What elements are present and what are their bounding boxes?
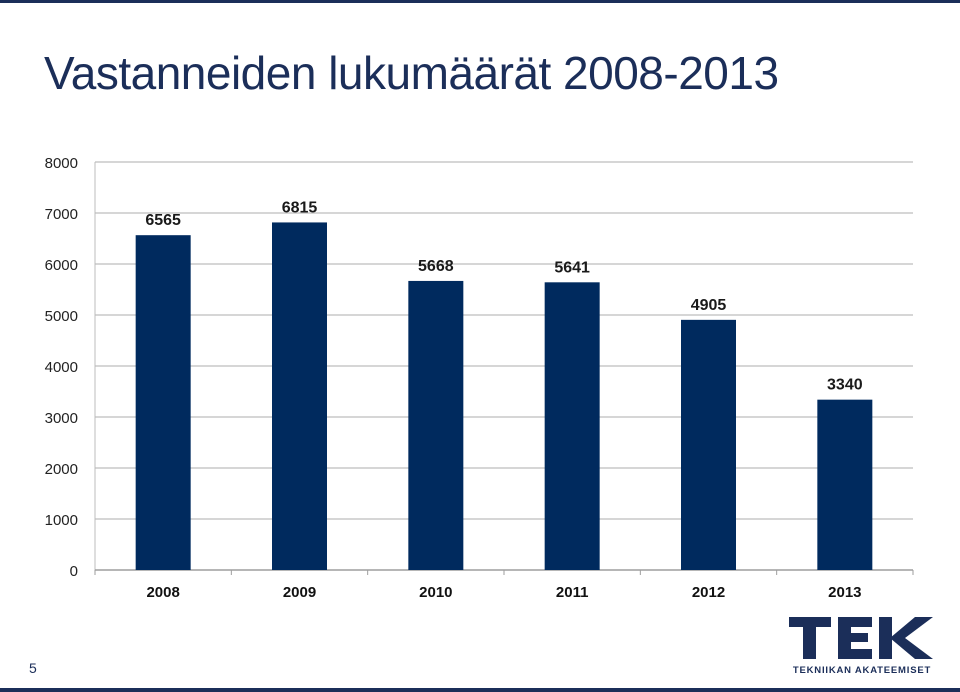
data-label: 5668	[418, 258, 454, 275]
bar-chart: 0 1000 2000 3000 4000 5000 6000 7000 8000 6565 200…	[45, 155, 914, 601]
bar	[544, 282, 600, 570]
bottom-rule	[0, 688, 960, 692]
data-label: 6565	[145, 212, 181, 229]
x-tick-label: 2008	[146, 584, 179, 601]
y-tick-label: 5000	[45, 308, 78, 325]
bar	[272, 222, 327, 570]
tek-wordmark	[789, 617, 933, 659]
top-rule	[0, 0, 960, 3]
x-tick-label: 2010	[419, 584, 452, 601]
slide-title: Vastanneiden lukumäärät 2008-2013	[44, 47, 779, 99]
y-tick-label: 4000	[45, 359, 78, 376]
bar	[408, 280, 464, 570]
x-tick-label: 2012	[692, 584, 725, 601]
data-label: 5641	[554, 259, 590, 276]
y-tick-label: 8000	[45, 155, 78, 172]
x-tick-label: 2009	[283, 584, 316, 601]
bar	[681, 319, 736, 570]
y-tick-label: 7000	[45, 206, 78, 223]
data-label: 3340	[827, 377, 863, 394]
data-label: 4905	[691, 297, 727, 314]
y-tick-label: 0	[70, 563, 78, 580]
bar	[135, 235, 191, 570]
x-tick-label: 2011	[556, 584, 589, 601]
bar	[817, 399, 873, 570]
x-tick-label: 2013	[828, 584, 861, 601]
tek-logo: TEKNIIKAN AKATEEMISET	[789, 617, 933, 676]
y-tick-label: 6000	[45, 257, 78, 274]
y-tick-label: 1000	[45, 512, 78, 529]
y-tick-label: 3000	[45, 410, 78, 427]
y-tick-label: 2000	[45, 461, 78, 478]
data-label: 6815	[282, 199, 318, 216]
logo-tagline: TEKNIIKAN AKATEEMISET	[793, 665, 931, 676]
page-number: 5	[29, 660, 37, 676]
